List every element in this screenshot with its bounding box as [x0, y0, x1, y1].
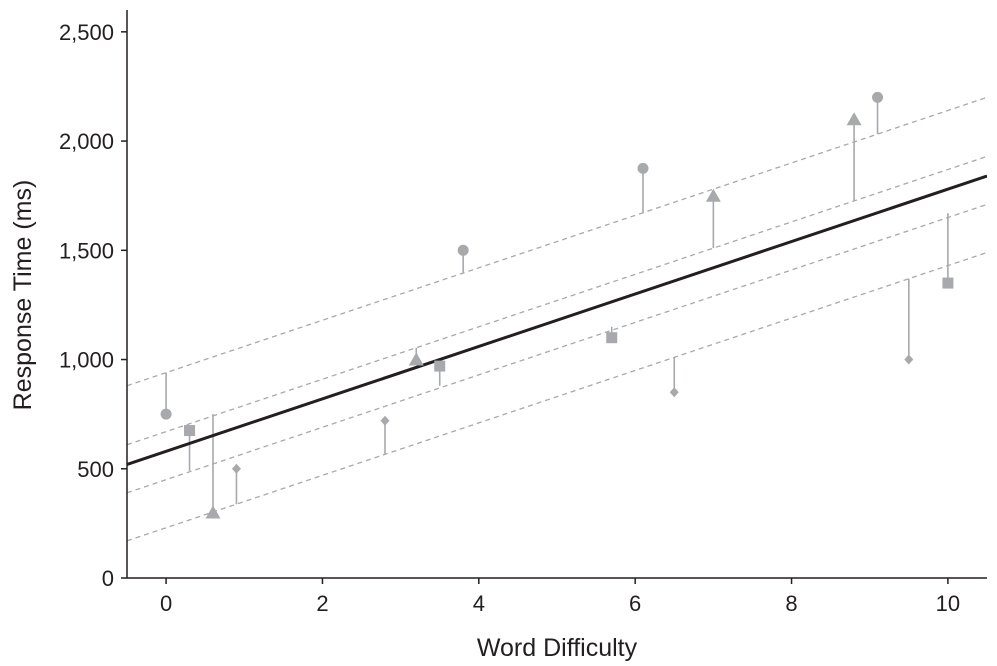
regression-line [127, 174, 987, 466]
diamond-point-2 [380, 415, 390, 426]
tick-labels: 0 2 4 6 8 10 0 500 1,000 1,500 2,000 2,500 [59, 20, 960, 616]
dashed-line-4 [127, 251, 987, 542]
y-tick-label: 0 [102, 566, 114, 591]
circle-point-4 [872, 91, 884, 103]
circle-point-1 [160, 408, 172, 420]
y-tick-label: 2,500 [59, 20, 114, 45]
triangle-point-2 [408, 352, 424, 366]
confidence-lines [127, 96, 987, 542]
x-tick-label: 10 [936, 591, 960, 616]
residual-stems [165, 97, 949, 513]
square-point-4 [942, 277, 954, 289]
dashed-line-1 [127, 96, 987, 387]
axes [121, 10, 987, 584]
y-axis-title: Response Time (ms) [9, 180, 37, 411]
y-tick-label: 2,000 [59, 129, 114, 154]
dashed-line-3 [127, 203, 987, 494]
y-tick-label: 1,500 [59, 238, 114, 263]
y-tick-label: 500 [77, 457, 114, 482]
diamond-point-3 [669, 387, 679, 398]
y-tick-label: 1,000 [59, 348, 114, 373]
circle-point-2 [457, 244, 469, 256]
triangle-point-4 [846, 112, 862, 126]
data-points [160, 91, 954, 519]
regression-line-group [127, 174, 987, 466]
x-tick-label: 0 [160, 591, 172, 616]
x-tick-label: 8 [785, 591, 797, 616]
x-tick-label: 2 [316, 591, 328, 616]
x-tick-label: 6 [629, 591, 641, 616]
x-axis-title: Word Difficulty [477, 634, 638, 662]
square-point-1 [184, 425, 196, 437]
diamond-point-1 [231, 463, 241, 474]
triangle-point-1 [205, 505, 221, 519]
triangle-point-3 [705, 188, 721, 202]
square-point-3 [606, 332, 618, 344]
square-point-2 [434, 360, 446, 372]
dashed-line-2 [127, 155, 987, 446]
x-tick-label: 4 [473, 591, 485, 616]
circle-point-3 [637, 162, 649, 174]
diamond-point-4 [904, 354, 914, 365]
